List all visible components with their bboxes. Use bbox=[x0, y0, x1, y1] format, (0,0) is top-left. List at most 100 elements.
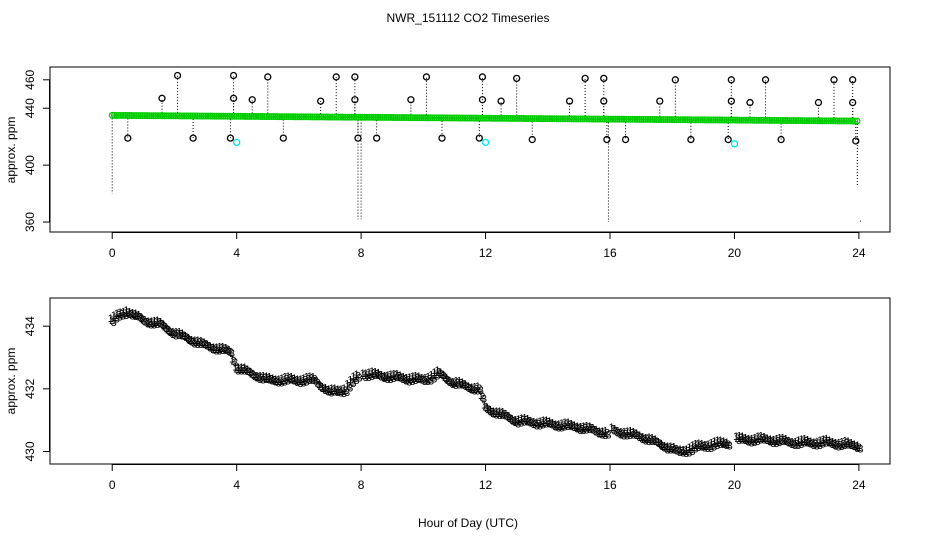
series-3-point: 3 bbox=[764, 435, 770, 447]
baseline-point bbox=[213, 112, 221, 120]
baseline-point bbox=[668, 116, 676, 124]
series-3-point: 3 bbox=[397, 372, 403, 384]
baseline-point bbox=[119, 111, 127, 119]
baseline-point bbox=[535, 115, 543, 123]
series-1-point: 1 bbox=[612, 424, 618, 436]
series-3-point: 3 bbox=[437, 369, 443, 381]
series-3-point: 3 bbox=[229, 348, 235, 360]
series-3-point: 3 bbox=[484, 403, 490, 415]
baseline-point bbox=[833, 117, 841, 125]
series-3-point: 3 bbox=[192, 338, 198, 350]
series-3-point: 3 bbox=[475, 385, 481, 397]
baseline-point bbox=[193, 112, 201, 120]
series-1-point: 1 bbox=[279, 373, 285, 385]
baseline-point bbox=[513, 114, 521, 122]
series-3-point: 3 bbox=[213, 346, 219, 358]
baseline-point bbox=[803, 117, 811, 125]
series-3-point: 3 bbox=[179, 330, 185, 342]
series-1-point: 1 bbox=[671, 441, 677, 453]
series-2-point: 2 bbox=[318, 381, 324, 393]
baseline-point bbox=[171, 112, 179, 120]
baseline-point bbox=[749, 116, 756, 124]
series-1-point: 1 bbox=[764, 433, 770, 445]
series-2-point: 2 bbox=[423, 374, 429, 386]
spike-point bbox=[777, 135, 785, 144]
baseline-point bbox=[853, 117, 861, 125]
spike-point bbox=[603, 135, 611, 144]
baseline-point bbox=[779, 117, 787, 124]
baseline-point bbox=[690, 116, 698, 124]
baseline-point bbox=[664, 116, 672, 124]
baseline-point bbox=[727, 116, 735, 124]
baseline-point bbox=[261, 113, 269, 120]
cyan-point bbox=[233, 138, 241, 147]
spike-point bbox=[727, 97, 735, 105]
series-3-point: 3 bbox=[409, 376, 415, 388]
series-2-point: 2 bbox=[230, 355, 236, 367]
series-3-point: 3 bbox=[248, 368, 254, 380]
series-3-point: 3 bbox=[487, 406, 493, 418]
series-1-point: 1 bbox=[182, 330, 188, 342]
baseline-point bbox=[844, 117, 852, 125]
series-3-point: 3 bbox=[689, 446, 695, 458]
baseline-point bbox=[781, 117, 789, 124]
baseline-point bbox=[320, 113, 327, 121]
baseline-point bbox=[324, 113, 332, 121]
series-3-point: 3 bbox=[369, 371, 375, 383]
series-3-point: 3 bbox=[549, 420, 555, 432]
series-1-point: 1 bbox=[341, 383, 347, 395]
series-3-point: 3 bbox=[842, 440, 848, 452]
series-3-point: 3 bbox=[521, 417, 527, 429]
series-1-point: 1 bbox=[148, 316, 154, 328]
series-2-point: 2 bbox=[398, 372, 404, 384]
series-3-point: 3 bbox=[313, 376, 319, 388]
baseline-point bbox=[485, 114, 493, 122]
series-3-point: 3 bbox=[431, 373, 437, 385]
series-1-point: 1 bbox=[391, 368, 397, 380]
series-1-point: 1 bbox=[241, 362, 247, 374]
series-2-point: 2 bbox=[638, 432, 644, 444]
baseline-point bbox=[840, 117, 848, 125]
series-3-point: 3 bbox=[341, 388, 347, 400]
series-3-point: 3 bbox=[602, 430, 608, 442]
baseline-point bbox=[818, 117, 826, 125]
baseline-point bbox=[757, 116, 765, 124]
series-1-point: 1 bbox=[677, 444, 683, 456]
spike-point bbox=[621, 135, 630, 144]
baseline-point bbox=[592, 115, 600, 123]
series-1-point: 1 bbox=[223, 342, 229, 354]
series-3-point: 3 bbox=[419, 375, 425, 387]
series-3-point: 3 bbox=[123, 310, 129, 322]
baseline-point bbox=[298, 113, 306, 121]
series-2-point: 2 bbox=[781, 434, 787, 446]
series-3-point: 3 bbox=[391, 373, 397, 385]
series-1-point: 1 bbox=[658, 439, 664, 451]
series-3-point: 3 bbox=[708, 443, 714, 455]
series-1-point: 1 bbox=[447, 375, 453, 387]
series-2-point: 2 bbox=[153, 317, 159, 329]
series-2-point: 2 bbox=[299, 376, 305, 388]
baseline-point bbox=[245, 112, 253, 120]
series-3-point: 3 bbox=[506, 412, 512, 424]
baseline-point bbox=[786, 117, 793, 124]
series-3-point: 3 bbox=[310, 375, 316, 387]
series-3-point: 3 bbox=[328, 388, 334, 400]
series-2-point: 2 bbox=[563, 419, 569, 431]
spike-point bbox=[600, 97, 608, 105]
baseline-point bbox=[600, 115, 608, 123]
series-3-point: 3 bbox=[817, 440, 823, 452]
baseline-point bbox=[714, 116, 722, 124]
baseline-point bbox=[520, 115, 528, 122]
series-1-point: 1 bbox=[114, 308, 120, 320]
series-3-point: 3 bbox=[176, 330, 182, 342]
series-2-point: 2 bbox=[174, 328, 180, 340]
series-3-point: 3 bbox=[210, 345, 216, 357]
series-1-point: 1 bbox=[646, 432, 652, 444]
series-3-point: 3 bbox=[845, 439, 851, 451]
baseline-point bbox=[627, 115, 634, 123]
series-3-point: 3 bbox=[465, 383, 471, 395]
baseline-point bbox=[827, 117, 835, 125]
series-1-point: 1 bbox=[749, 433, 755, 445]
series-1-point: 1 bbox=[157, 317, 163, 329]
series-3-point: 3 bbox=[478, 385, 484, 397]
